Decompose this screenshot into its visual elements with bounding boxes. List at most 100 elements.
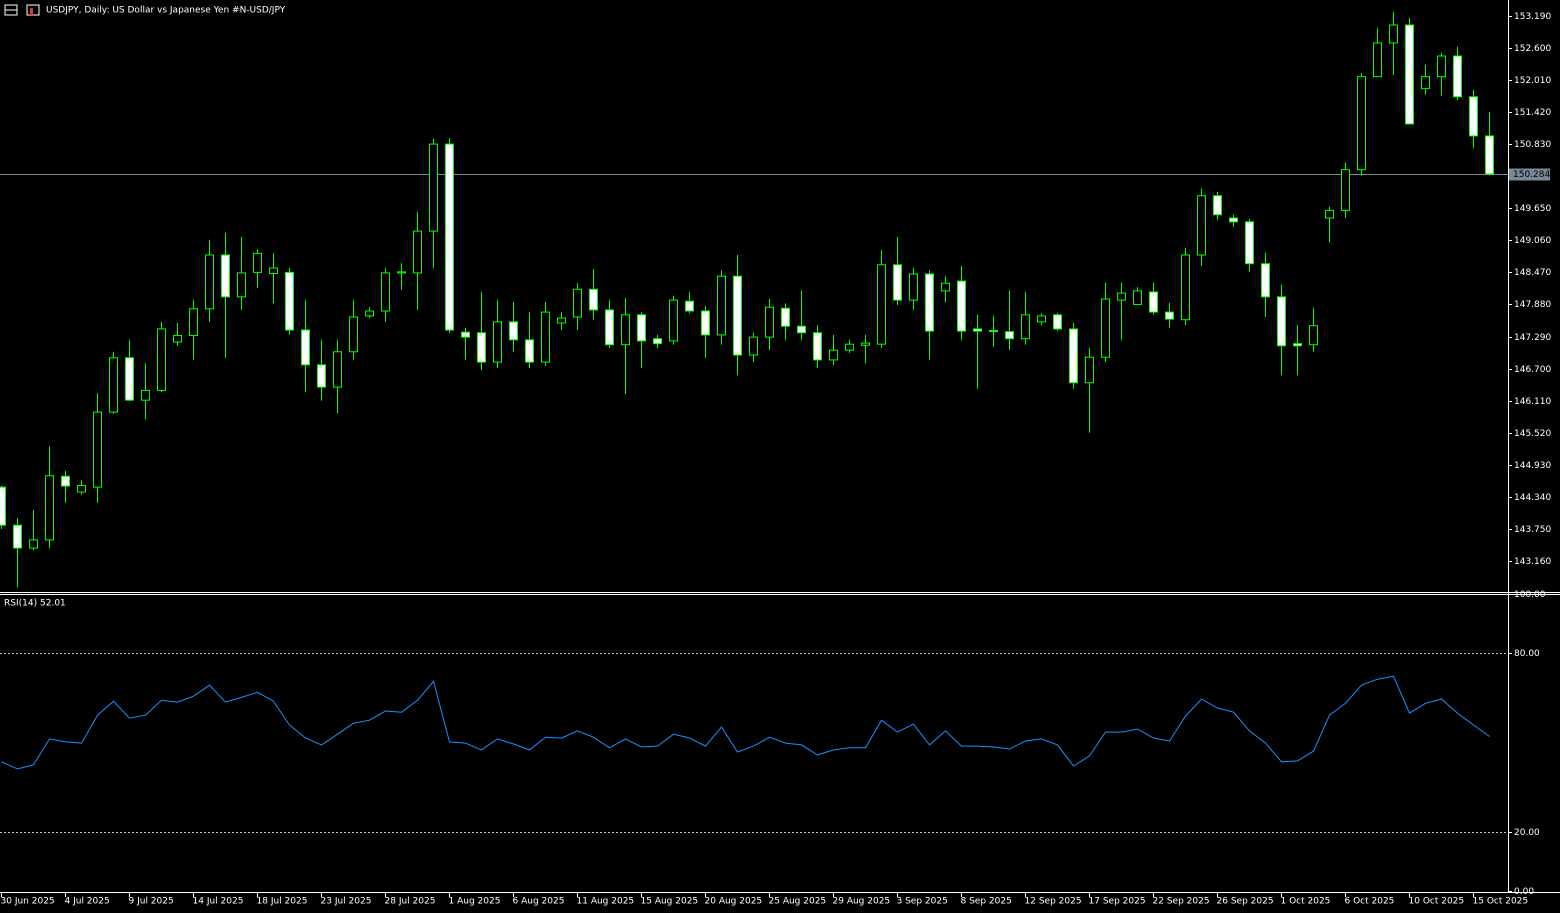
candle-body <box>189 308 198 336</box>
candle-body <box>1261 263 1270 298</box>
candle-body <box>1053 314 1062 330</box>
candle-body <box>957 280 966 332</box>
candle-body <box>1357 76 1366 171</box>
x-tick-label: 3 Sep 2025 <box>897 897 948 907</box>
candle-body <box>701 310 710 336</box>
x-tick-label: 22 Sep 2025 <box>1153 897 1210 907</box>
y-tick-label: 143.750 <box>1514 525 1551 535</box>
y-tick-label: 80.00 <box>1514 649 1540 659</box>
y-tick-label: 152.010 <box>1514 76 1551 86</box>
x-tick-label: 6 Aug 2025 <box>513 897 565 907</box>
indicator-title: RSI(14) <box>4 599 37 609</box>
candle-body <box>1277 296 1286 347</box>
x-tick-label: 18 Jul 2025 <box>257 897 308 907</box>
candle-body <box>589 288 598 311</box>
candle-body <box>109 357 118 413</box>
candle-body <box>1437 55 1446 78</box>
candle-body <box>1085 356 1094 384</box>
candle-body <box>557 317 566 324</box>
candle-body <box>61 475 70 487</box>
candle-body <box>1309 325 1318 346</box>
x-tick-label: 25 Aug 2025 <box>769 897 827 907</box>
x-tick-label: 4 Jul 2025 <box>65 897 110 907</box>
candle-body <box>349 316 358 353</box>
x-tick-label: 10 Oct 2025 <box>1409 897 1465 907</box>
x-tick-label: 9 Jul 2025 <box>129 897 174 907</box>
candle-body <box>765 306 774 338</box>
candle-body <box>397 271 406 274</box>
y-tick-label: 147.880 <box>1514 300 1551 310</box>
candle-body <box>541 311 550 363</box>
candle-body <box>1341 169 1350 211</box>
y-tick-label: 149.650 <box>1514 204 1551 214</box>
candle-body <box>157 328 166 391</box>
candle-body <box>413 230 422 274</box>
candle-body <box>637 314 646 342</box>
candle-body <box>493 321 502 363</box>
candle-body <box>1405 24 1414 125</box>
candle-body <box>813 332 822 361</box>
candle-body <box>669 299 678 342</box>
x-tick-label: 14 Jul 2025 <box>193 897 244 907</box>
candle-body <box>1325 209 1334 219</box>
y-tick-label: 153.190 <box>1514 12 1551 22</box>
candle-body <box>1421 76 1430 90</box>
y-tick-label: 146.700 <box>1514 365 1551 375</box>
icon <box>30 8 33 15</box>
candle-body <box>333 351 342 388</box>
y-tick-label: 0.00 <box>1514 887 1534 897</box>
chart-title: USDJPY, Daily: US Dollar vs Japanese Yen… <box>46 6 286 16</box>
candle-body <box>253 252 262 273</box>
candle-body <box>237 272 246 298</box>
candle-body <box>861 342 870 346</box>
candle-body <box>141 389 150 401</box>
candle-body <box>717 275 726 336</box>
candle-body <box>573 288 582 318</box>
candle-body <box>733 275 742 356</box>
candle-body <box>653 338 662 345</box>
y-tick-label: 147.290 <box>1514 333 1551 343</box>
candle-body <box>205 254 214 310</box>
candle-body <box>1021 314 1030 340</box>
candle-body <box>445 143 454 331</box>
candle-body <box>1373 42 1382 78</box>
y-tick-label: 144.930 <box>1514 461 1551 471</box>
indicator-value: 52.01 <box>40 599 66 609</box>
candle-body <box>1181 254 1190 321</box>
candle-body <box>1469 96 1478 137</box>
candle-body <box>973 328 982 332</box>
y-tick-label: 20.00 <box>1514 828 1540 838</box>
candle-body <box>1037 315 1046 323</box>
candle-body <box>941 282 950 292</box>
candle-body <box>221 254 230 298</box>
candle-body <box>301 329 310 366</box>
candle-body <box>429 143 438 232</box>
y-tick-label: 150.830 <box>1514 140 1551 150</box>
candle-body <box>893 264 902 301</box>
candle-body <box>877 264 886 345</box>
x-tick-label: 29 Aug 2025 <box>833 897 891 907</box>
last-price-box <box>1509 168 1550 181</box>
candle-body <box>605 309 614 346</box>
candle-body <box>1293 343 1302 347</box>
candle-body <box>1117 292 1126 301</box>
x-tick-label: 15 Oct 2025 <box>1473 897 1529 907</box>
x-tick-label: 15 Aug 2025 <box>641 897 699 907</box>
x-tick-label: 20 Aug 2025 <box>705 897 763 907</box>
y-tick-label: 145.520 <box>1514 429 1551 439</box>
x-tick-label: 6 Oct 2025 <box>1345 897 1395 907</box>
candle-body <box>381 272 390 312</box>
candle-body <box>0 486 6 526</box>
y-tick-label: 100.00 <box>1514 590 1546 600</box>
y-tick-label: 149.060 <box>1514 236 1551 246</box>
candle-body <box>525 339 534 363</box>
window-icons <box>4 4 40 16</box>
candle-body <box>1389 24 1398 44</box>
candle-body <box>1005 331 1014 340</box>
x-tick-label: 23 Jul 2025 <box>321 897 372 907</box>
candle-body <box>909 273 918 301</box>
y-tick-label: 152.600 <box>1514 44 1551 54</box>
rsi-line <box>1 675 1490 770</box>
